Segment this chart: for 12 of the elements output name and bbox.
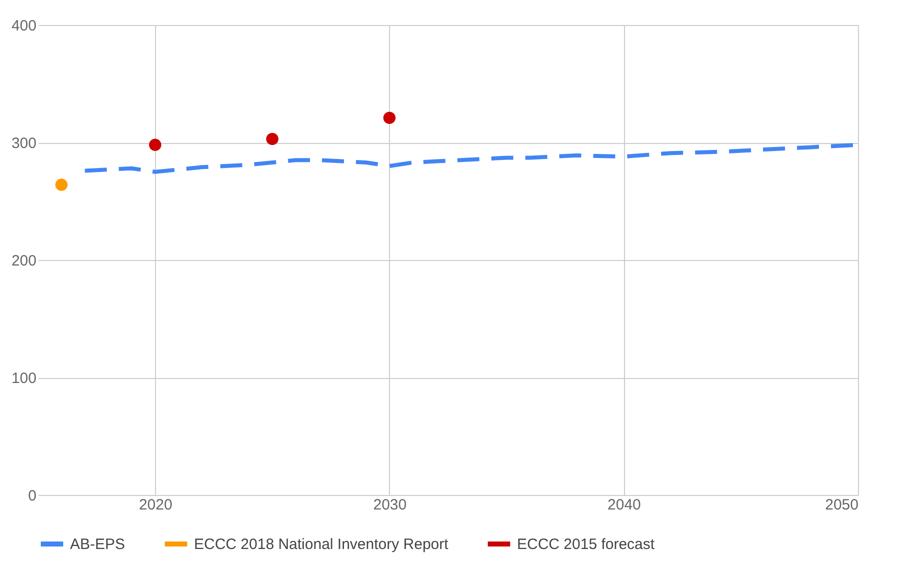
x-tick-label: 2030 xyxy=(373,496,407,514)
legend-label: ECCC 2015 forecast xyxy=(517,536,656,553)
legend-label: AB-EPS xyxy=(70,536,126,553)
x-tick-label: 2040 xyxy=(608,496,641,514)
x-tick-label: 2050 xyxy=(825,496,858,514)
x-tick-label: 2020 xyxy=(138,496,172,514)
y-tick-label: 300 xyxy=(11,135,36,152)
y-tick-label: 100 xyxy=(11,370,36,387)
y-tick-label: 400 xyxy=(11,18,36,34)
y-tick-label: 0 xyxy=(28,488,36,504)
legend-label: ECCC 2018 National Inventory Report xyxy=(194,536,450,553)
y-tick-label: 200 xyxy=(11,252,36,270)
